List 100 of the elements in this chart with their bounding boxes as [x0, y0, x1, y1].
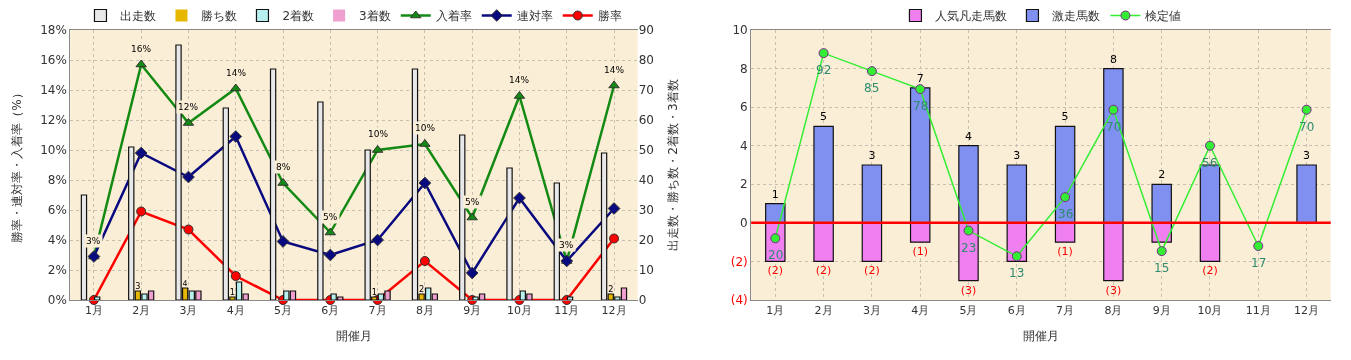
- bar: [459, 134, 466, 300]
- y-tick-label: 6: [740, 100, 748, 115]
- data-label: 17: [1251, 256, 1267, 270]
- y-tick-label: 2%: [47, 263, 67, 278]
- x-tick-label: 3月: [179, 304, 198, 318]
- y2-tick-label: 30: [638, 203, 654, 218]
- point: [371, 233, 384, 247]
- x-tick-label: 6月: [1007, 304, 1026, 318]
- bar: [1199, 222, 1221, 263]
- y2-tick-label: 90: [638, 23, 654, 38]
- point: [276, 235, 290, 248]
- point: [134, 146, 148, 160]
- x-tick-label: 9月: [463, 304, 482, 318]
- legend-label: 勝率: [597, 9, 622, 24]
- data-label: 2: [608, 284, 614, 295]
- bar: [94, 296, 101, 300]
- point: [1156, 246, 1167, 257]
- y2-tick-label: 20: [638, 233, 654, 248]
- data-label: 36: [1058, 207, 1074, 221]
- y-tick-label: 14%: [40, 83, 67, 98]
- data-label: 85: [864, 81, 880, 95]
- data-label: 3: [868, 149, 876, 162]
- x-tick-label: 11月: [554, 304, 580, 318]
- data-label: 5%: [465, 197, 480, 207]
- x-tick-label: 8月: [1104, 304, 1123, 318]
- y2-tick-label: 10: [638, 263, 654, 278]
- bar: [1006, 164, 1028, 224]
- x-tick-label: 10月: [506, 304, 532, 318]
- bar: [861, 164, 883, 224]
- x-tick-label: 1月: [84, 304, 103, 318]
- data-label: 10%: [415, 123, 436, 133]
- y-tick-label: (2): [730, 254, 748, 269]
- point: [1253, 241, 1264, 251]
- x-tick-label: 12月: [1294, 304, 1320, 318]
- data-label: (3): [960, 283, 977, 297]
- data-label: 3%: [559, 240, 574, 250]
- point: [135, 59, 147, 68]
- bar: [813, 222, 834, 263]
- bar: [958, 145, 979, 224]
- y-tick-label: 18%: [40, 23, 67, 38]
- y2-axis-title: 出走数・勝ち数・2着数・3着数: [665, 79, 680, 251]
- point: [963, 225, 974, 236]
- data-label: 5: [820, 110, 828, 124]
- data-label: 23: [961, 241, 977, 255]
- data-label: (1): [912, 245, 928, 259]
- y-axis-title: 勝率・連対率・入着率（%）: [10, 87, 25, 243]
- y-tick-label: 4%: [47, 233, 67, 248]
- bar: [861, 222, 883, 263]
- point: [608, 80, 620, 89]
- y2-tick-label: 50: [638, 143, 654, 158]
- data-label: (2): [815, 264, 832, 278]
- point: [465, 266, 479, 280]
- y-tick-label: 10%: [40, 143, 67, 158]
- x-tick-label: 1月: [766, 304, 785, 318]
- point: [323, 248, 337, 262]
- data-label: 3: [1303, 149, 1311, 162]
- data-label: (1): [1057, 245, 1073, 259]
- y-tick-label: 16%: [40, 53, 67, 68]
- legend-label: 入着率: [435, 9, 472, 24]
- point: [183, 224, 194, 235]
- data-label: 3: [135, 281, 141, 292]
- point: [1060, 192, 1071, 203]
- bar: [1151, 183, 1172, 224]
- point: [818, 48, 829, 59]
- data-label: 10%: [368, 129, 389, 139]
- point: [609, 233, 620, 244]
- data-label: 70: [1299, 120, 1315, 134]
- data-label: 5%: [323, 212, 338, 222]
- y2-tick-label: 0: [638, 293, 647, 308]
- data-label: 3: [1013, 149, 1021, 162]
- point: [418, 176, 432, 190]
- x-tick-label: 4月: [911, 304, 930, 318]
- x-tick-label: 5月: [959, 304, 978, 318]
- x-axis-title: 開催月: [335, 329, 372, 344]
- y-tick-label: (4): [730, 293, 748, 308]
- bar: [909, 87, 931, 224]
- y-tick-label: 0%: [47, 293, 67, 308]
- data-label: 3%: [86, 236, 101, 246]
- point: [466, 212, 478, 221]
- bar: [269, 68, 277, 300]
- data-label: 16%: [131, 44, 152, 54]
- data-label: (2): [1202, 264, 1218, 278]
- data-label: 12%: [178, 102, 199, 112]
- x-tick-label: 2月: [814, 304, 833, 318]
- bar: [1103, 222, 1124, 282]
- data-label: (2): [767, 264, 784, 278]
- x-tick-label: 2月: [132, 304, 151, 318]
- y-tick-label: 2: [740, 177, 748, 192]
- bar: [1103, 67, 1124, 224]
- x-tick-label: 11月: [1245, 304, 1271, 318]
- point: [915, 84, 926, 95]
- data-label: 14%: [604, 65, 625, 75]
- data-label: (3): [1105, 283, 1122, 297]
- bar: [566, 296, 574, 300]
- point: [1204, 140, 1215, 151]
- point: [419, 256, 430, 266]
- data-label: 2: [418, 284, 425, 295]
- data-label: 8: [1109, 52, 1117, 66]
- data-label: 4: [965, 129, 972, 143]
- x-axis-title: 開催月: [1022, 329, 1059, 344]
